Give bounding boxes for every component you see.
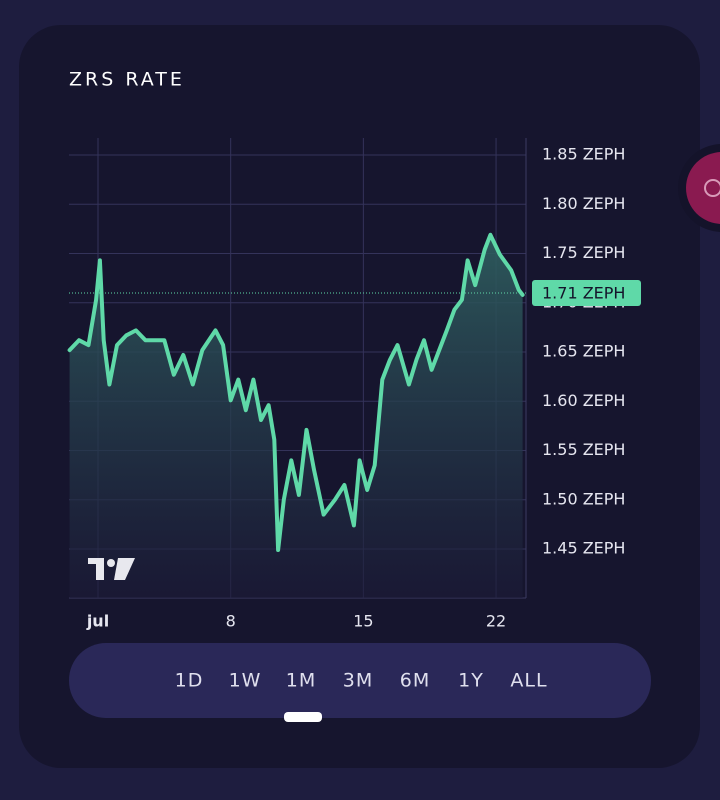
y-tick-label: 1.80 ZEPH	[542, 194, 625, 213]
last-price-box	[532, 279, 641, 306]
y-tick-label: 1.60 ZEPH	[542, 391, 625, 410]
x-tick-label: jul	[86, 612, 109, 631]
chart-title: ZRS RATE	[69, 69, 185, 91]
range-button[interactable]: 1Y	[458, 670, 484, 692]
range-button[interactable]: 3M	[343, 670, 373, 692]
selected-indicator	[284, 712, 322, 722]
range-button[interactable]: 1D	[175, 670, 204, 692]
range-button[interactable]: 6M	[400, 670, 430, 692]
area	[69, 234, 523, 599]
x-tick-label: 8	[226, 612, 236, 631]
x-tick-label: 15	[353, 612, 373, 631]
y-tick-label: 1.55 ZEPH	[542, 440, 625, 459]
range-bar	[69, 643, 651, 718]
y-tick-label: 1.85 ZEPH	[542, 145, 625, 164]
range-button[interactable]: 1W	[229, 670, 262, 692]
line	[67, 232, 525, 552]
y-tick-label: 1.50 ZEPH	[542, 489, 625, 508]
y-tick-label: 1.45 ZEPH	[542, 539, 625, 558]
range-button[interactable]: 1M	[286, 670, 316, 692]
y-tick-label: 1.65 ZEPH	[542, 342, 625, 361]
range-buttons: 1D 1W 1M 3M 6M 1Y ALL	[175, 670, 547, 692]
plot: 1.45 ZEPH 1.50 ZEPH 1.55 ZEPH 1.60 ZEPH 1.65…	[67, 138, 641, 631]
range-button[interactable]: ALL	[510, 670, 547, 692]
last-price-label: 1.71 ZEPH	[542, 283, 625, 302]
tv-logo	[88, 558, 135, 580]
side-button[interactable]	[678, 144, 720, 232]
x-tick-label: 22	[486, 612, 506, 631]
y-tick-label: 1.75 ZEPH	[542, 243, 625, 262]
